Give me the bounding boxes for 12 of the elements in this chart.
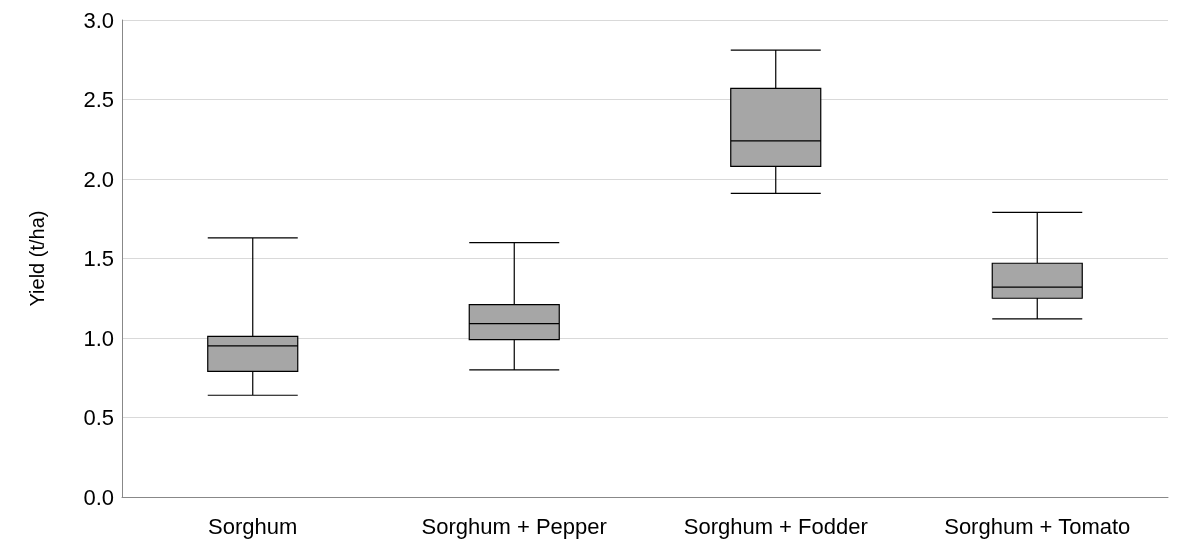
x-tick-label: Sorghum + Tomato xyxy=(944,513,1131,539)
y-tick-label: 1.0 xyxy=(83,325,114,351)
y-tick-label: 2.5 xyxy=(83,87,114,112)
y-tick-label: 0.5 xyxy=(83,405,114,430)
x-tick-label: Sorghum xyxy=(208,513,298,539)
y-tick-label: 2.0 xyxy=(83,166,114,192)
y-axis-title: Yield (t/ha) xyxy=(26,210,48,307)
y-tick-label: 3.0 xyxy=(83,7,114,33)
x-tick-label: Sorghum + Pepper xyxy=(421,513,607,539)
y-tick-label: 0.0 xyxy=(83,484,114,510)
x-tick-label: Sorghum + Fodder xyxy=(683,513,868,539)
y-tick-label: 1.5 xyxy=(83,246,114,271)
